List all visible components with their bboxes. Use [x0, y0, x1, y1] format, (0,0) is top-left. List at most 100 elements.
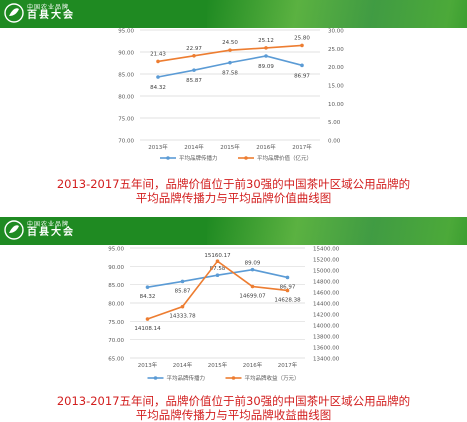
data-label: 14333.78: [169, 314, 196, 320]
y-right-tick-label: 25.00: [328, 47, 344, 53]
y-right-tick-label: 15.00: [328, 84, 344, 90]
data-point: [156, 75, 160, 79]
y-left-tick-label: 70.00: [108, 338, 124, 344]
y-left-tick-label: 95.00: [118, 29, 134, 35]
data-point: [215, 259, 220, 263]
y-left-tick-label: 90.00: [118, 51, 134, 57]
data-label: 84.32: [140, 294, 156, 300]
data-point: [180, 304, 185, 309]
data-point: [228, 48, 232, 52]
data-label: 89.09: [258, 64, 274, 70]
y-right-tick-label: 13800.00: [313, 335, 340, 341]
data-point: [228, 60, 232, 65]
series-line-value: [147, 260, 288, 320]
y-right-tick-label: 14400.00: [313, 302, 340, 308]
data-label: 14699.07: [239, 294, 266, 300]
y-right-tick-label: 14200.00: [313, 313, 340, 319]
legend-marker: [231, 376, 236, 380]
leaf-logo-icon: [4, 220, 24, 240]
series-line-communication: [157, 55, 303, 78]
x-tick-label: 2014年: [184, 143, 204, 151]
x-tick-label: 2017年: [292, 143, 312, 151]
chart-caption: 2013-2017五年间，品牌价值位于前30强的中国茶叶区域公用品牌的 平均品牌…: [0, 394, 467, 422]
y-right-tick-label: 14600.00: [313, 291, 340, 297]
x-tick-label: 2013年: [148, 143, 168, 151]
data-point: [285, 288, 290, 293]
data-label: 22.97: [186, 46, 202, 52]
y-right-tick-label: 20.00: [328, 65, 344, 71]
data-point: [250, 267, 255, 272]
data-point: [250, 284, 255, 289]
data-label: 24.50: [222, 40, 238, 46]
legend-label: 平均品牌价值（亿元）: [257, 154, 312, 162]
y-left-tick-label: 85.00: [118, 73, 134, 79]
y-right-tick-label: 0.00: [328, 139, 341, 145]
logo-subtitle: 中国农业品牌: [27, 220, 70, 228]
data-label: 25.80: [294, 35, 310, 41]
x-tick-label: 2016年: [243, 361, 263, 369]
banner-decoration: [207, 217, 467, 245]
y-right-tick-label: 13400.00: [313, 357, 340, 363]
y-left-tick-label: 70.00: [118, 139, 134, 145]
y-left-tick-label: 80.00: [108, 302, 124, 308]
y-left-tick-label: 75.00: [118, 117, 134, 123]
data-point: [264, 54, 268, 58]
chart-caption: 2013-2017五年间，品牌价值位于前30强的中国茶叶区域公用品牌的 平均品牌…: [0, 177, 467, 205]
data-label: 14628.38: [274, 297, 301, 303]
brand-logo: 中国农业品牌 百县大会: [4, 220, 75, 240]
legend-label: 平均品牌收益（万元）: [245, 374, 300, 382]
data-label: 85.87: [175, 288, 191, 294]
data-point: [156, 59, 160, 64]
legend-marker: [244, 156, 248, 160]
data-label: 87.58: [210, 266, 226, 272]
data-point: [180, 279, 185, 284]
header-banner: 中国农业品牌 百县大会: [0, 217, 467, 245]
logo-title: 百县大会: [27, 9, 75, 21]
logo-subtitle: 中国农业品牌: [27, 3, 70, 11]
y-left-tick-label: 90.00: [108, 265, 124, 271]
x-tick-label: 2014年: [173, 361, 193, 369]
y-right-tick-label: 30.00: [328, 29, 344, 35]
logo-title: 百县大会: [27, 226, 75, 238]
data-label: 87.58: [222, 71, 238, 77]
legend-marker: [153, 376, 158, 380]
data-point: [215, 273, 220, 278]
series-line-value: [157, 44, 303, 63]
caption-line-1: 2013-2017五年间，品牌价值位于前30强的中国茶叶区域公用品牌的: [56, 394, 411, 408]
y-right-tick-label: 15400.00: [313, 247, 340, 253]
legend-marker: [166, 156, 170, 160]
y-left-tick-label: 75.00: [108, 320, 124, 326]
y-right-tick-label: 10.00: [328, 102, 344, 108]
y-right-tick-label: 14000.00: [313, 324, 340, 330]
y-right-tick-label: 15200.00: [313, 258, 340, 264]
y-right-tick-label: 15000.00: [313, 269, 340, 275]
y-right-tick-label: 5.00: [328, 120, 341, 126]
data-label: 14108.14: [134, 326, 161, 332]
data-label: 85.87: [186, 78, 202, 84]
data-point: [285, 275, 290, 280]
legend-label: 平均品牌传播力: [167, 374, 206, 382]
caption-line-2: 平均品牌传播力与平均品牌价值曲线图: [135, 191, 332, 205]
data-label: 86.97: [294, 73, 310, 79]
data-point: [192, 68, 196, 72]
y-left-tick-label: 80.00: [118, 95, 134, 101]
header-banner: 中国农业品牌 百县大会: [0, 0, 467, 28]
data-label: 89.09: [245, 261, 261, 267]
y-left-tick-label: 95.00: [108, 247, 124, 253]
y-left-tick-label: 85.00: [108, 283, 124, 289]
banner-decoration: [207, 0, 467, 28]
data-point: [300, 43, 304, 48]
leaf-logo-icon: [4, 3, 24, 23]
data-point: [192, 53, 196, 58]
brand-logo: 中国农业品牌 百县大会: [4, 3, 75, 23]
x-tick-label: 2015年: [208, 361, 228, 369]
data-label: 84.32: [150, 85, 166, 91]
y-right-tick-label: 13600.00: [313, 346, 340, 352]
data-point: [264, 46, 268, 50]
x-tick-label: 2013年: [138, 361, 158, 369]
data-label: 25.12: [258, 38, 274, 44]
x-tick-label: 2017年: [278, 361, 298, 369]
data-label: 15160.17: [204, 253, 231, 259]
